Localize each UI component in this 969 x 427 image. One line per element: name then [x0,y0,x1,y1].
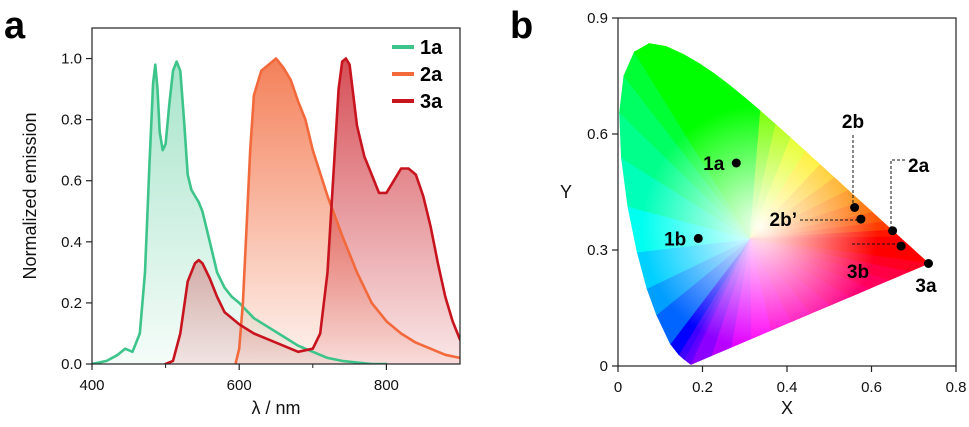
emission-spectra-chart: 400 600 800 0.0 0.2 0.4 0.6 0.8 1.0 λ / nm Norm… [20,27,461,418]
x-tick-label: 0.2 [692,379,713,396]
y-tick-label: 0 [600,358,608,375]
point-marker-2b [850,203,860,212]
legend-label-2a: 2a [420,64,443,86]
cie-chromaticity-chart: 0 0.2 0.4 0.6 0.8 0 0.3 0.6 0.9 1a 1b 2b 2b’ 2a 3b 3a… [560,10,966,418]
series-line-3a [164,57,460,364]
label-leader-lines [800,135,905,245]
point-label-3a: 3a [915,276,937,297]
plot-frame-a [91,27,461,365]
y-tick-label: 0.9 [587,10,608,27]
legend-label-1a: 1a [420,37,443,59]
y-tick-label: 0.2 [61,295,82,312]
x-tick-label: 0.6 [861,379,882,396]
y-axis-title-a: Normalized emission [20,112,40,279]
y-tick-label: 0.0 [61,356,82,373]
point-marker-1b [693,233,703,243]
x-tick-label: 400 [79,377,104,394]
point-marker-3a [924,259,933,268]
series-line-2a [234,57,460,364]
y-tick-label: 0.8 [61,112,82,129]
series-line-1a [92,60,388,364]
panel-letter-b: b [510,5,533,47]
y-tick-label: 1.0 [61,51,82,68]
point-label-3b: 3b [847,262,869,283]
x-tick-label: 800 [374,377,399,394]
point-label-1a: 1a [703,154,725,175]
point-marker-2a [888,226,898,236]
x-axis-title-b: X [781,398,793,418]
point-label-1b: 1b [664,229,686,250]
series-fill-1a [92,61,387,364]
point-marker-3b [896,241,906,251]
panel-letter-a: a [4,5,26,47]
x-axis-title-a: λ / nm [251,398,300,418]
series-fill-3a [165,58,460,364]
y-tick-label: 0.3 [587,242,608,259]
series-fill-2a [235,58,460,364]
x-tick-label: 0.8 [946,379,967,396]
point-label-2b-prime: 2b’ [770,210,797,231]
x-tick-label: 0 [614,379,622,396]
point-marker-1a [731,158,741,168]
point-label-2a: 2a [908,156,930,177]
point-marker-2b-prime [856,214,866,224]
y-tick-label: 0.6 [61,173,82,190]
x-tick-label: 0.4 [777,379,798,396]
y-tick-label: 0.6 [587,126,608,143]
x-tick-label: 600 [227,377,252,394]
point-label-2b: 2b [842,112,864,133]
cie-white-point-glow [618,18,956,366]
legend: 1a 2a 3a [392,37,443,113]
legend-label-3a: 3a [420,91,443,113]
cie-gamut [618,18,956,366]
y-tick-label: 0.4 [61,234,82,251]
y-axis-title-b: Y [560,182,572,202]
